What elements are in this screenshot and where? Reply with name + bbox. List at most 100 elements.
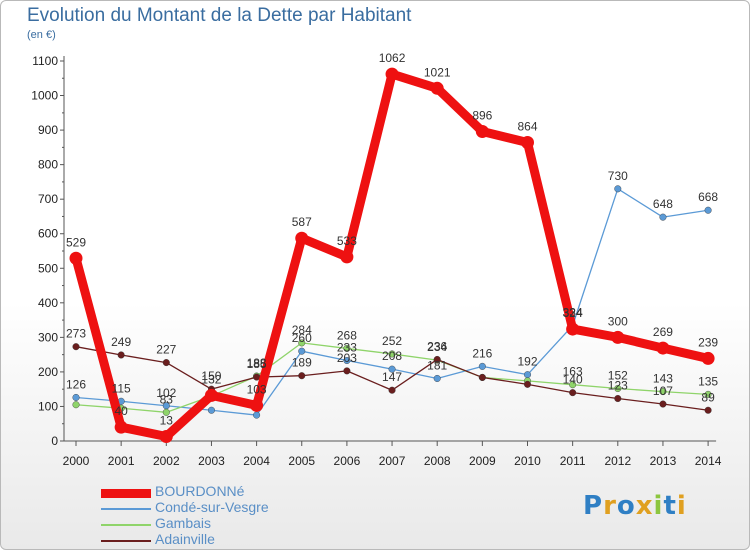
data-point (569, 389, 577, 397)
data-point (298, 339, 306, 347)
data-label: 89 (701, 390, 715, 404)
legend-item: Gambais (101, 515, 401, 533)
data-label: 284 (292, 323, 312, 337)
data-point (207, 406, 215, 414)
data-label: 181 (427, 358, 447, 372)
y-tick-label: 800 (38, 158, 58, 172)
data-point (478, 373, 486, 381)
data-point (704, 406, 712, 414)
data-label: 135 (698, 374, 718, 388)
data-label: 126 (66, 377, 86, 391)
data-label: 273 (66, 327, 86, 341)
x-tick-label: 2009 (469, 454, 496, 468)
data-label: 269 (653, 325, 673, 339)
legend-swatch (101, 508, 151, 510)
data-label: 103 (247, 382, 267, 396)
x-tick-label: 2014 (695, 454, 722, 468)
y-tick-label: 100 (38, 399, 58, 413)
data-label: 102 (156, 386, 176, 400)
data-point (659, 400, 667, 408)
data-point (430, 81, 444, 95)
y-tick-label: 1000 (31, 89, 58, 103)
data-point (478, 362, 486, 370)
data-label: 152 (608, 368, 628, 382)
data-point (253, 373, 261, 381)
data-label: 227 (156, 343, 176, 357)
data-point (343, 367, 351, 375)
data-point (614, 185, 622, 193)
data-point (433, 355, 441, 363)
data-label: 533 (337, 234, 357, 248)
data-point (388, 365, 396, 373)
data-label: 208 (382, 349, 402, 363)
data-label: 203 (337, 351, 357, 365)
legend-label: Gambais (155, 515, 212, 531)
data-point (343, 357, 351, 365)
data-point (521, 136, 534, 150)
data-label: 268 (337, 328, 357, 342)
data-point (659, 388, 667, 396)
x-tick-label: 2012 (604, 454, 631, 468)
data-point (524, 380, 532, 388)
data-point (298, 372, 306, 380)
data-point (569, 381, 577, 389)
logo-letter: r (603, 491, 617, 521)
proxiti-logo: Proxiti (583, 491, 687, 521)
legend-swatch (101, 540, 151, 542)
y-tick-label: 500 (38, 261, 58, 275)
data-label: 1062 (379, 51, 406, 65)
data-point (388, 386, 396, 394)
data-label: 334 (563, 306, 583, 320)
y-tick-label: 1100 (32, 54, 58, 68)
chart-subtitle: (en €) (27, 29, 56, 41)
data-label: 147 (382, 370, 402, 384)
data-point (656, 341, 670, 355)
logo-letter: x (635, 491, 654, 521)
data-point (69, 251, 83, 265)
data-point (159, 430, 173, 444)
data-label: 163 (563, 365, 583, 379)
legend-label: BOURDONNé (155, 483, 245, 499)
data-label: 587 (292, 215, 312, 229)
legend-item: Adainville (101, 531, 401, 549)
data-label: 324 (563, 306, 583, 320)
data-point (385, 67, 399, 81)
x-tick-label: 2000 (63, 454, 90, 468)
data-point (298, 347, 306, 355)
data-point (475, 124, 489, 138)
data-label: 189 (292, 356, 312, 370)
data-label: 1021 (424, 65, 451, 79)
data-label: 233 (337, 341, 357, 355)
data-point (295, 231, 309, 245)
legend-label: Adainville (155, 531, 215, 547)
data-point (340, 250, 354, 264)
x-tick-label: 2011 (560, 454, 586, 468)
data-label: 83 (160, 392, 174, 406)
data-point (343, 344, 351, 352)
data-label: 192 (517, 355, 537, 369)
data-label: 143 (653, 372, 673, 386)
y-tick-label: 900 (38, 123, 58, 137)
legend-swatch (101, 524, 151, 526)
data-label: 185 (247, 357, 267, 371)
logo-letter: t (663, 491, 677, 521)
logo-letter: i (676, 491, 687, 521)
data-label: 115 (112, 381, 131, 395)
logo-letter: o (616, 491, 636, 521)
data-point (162, 359, 170, 367)
data-label: 529 (66, 235, 86, 249)
data-point (704, 206, 712, 214)
logo-letter: P (583, 491, 604, 521)
data-label: 234 (427, 340, 447, 354)
data-point (566, 322, 580, 336)
data-point (701, 351, 715, 365)
data-point (72, 343, 80, 351)
x-tick-label: 2006 (334, 454, 361, 468)
y-tick-label: 600 (38, 227, 58, 241)
data-point (614, 384, 622, 392)
legend-swatch (101, 489, 151, 498)
x-tick-label: 2010 (514, 454, 541, 468)
y-tick-label: 400 (38, 296, 58, 310)
